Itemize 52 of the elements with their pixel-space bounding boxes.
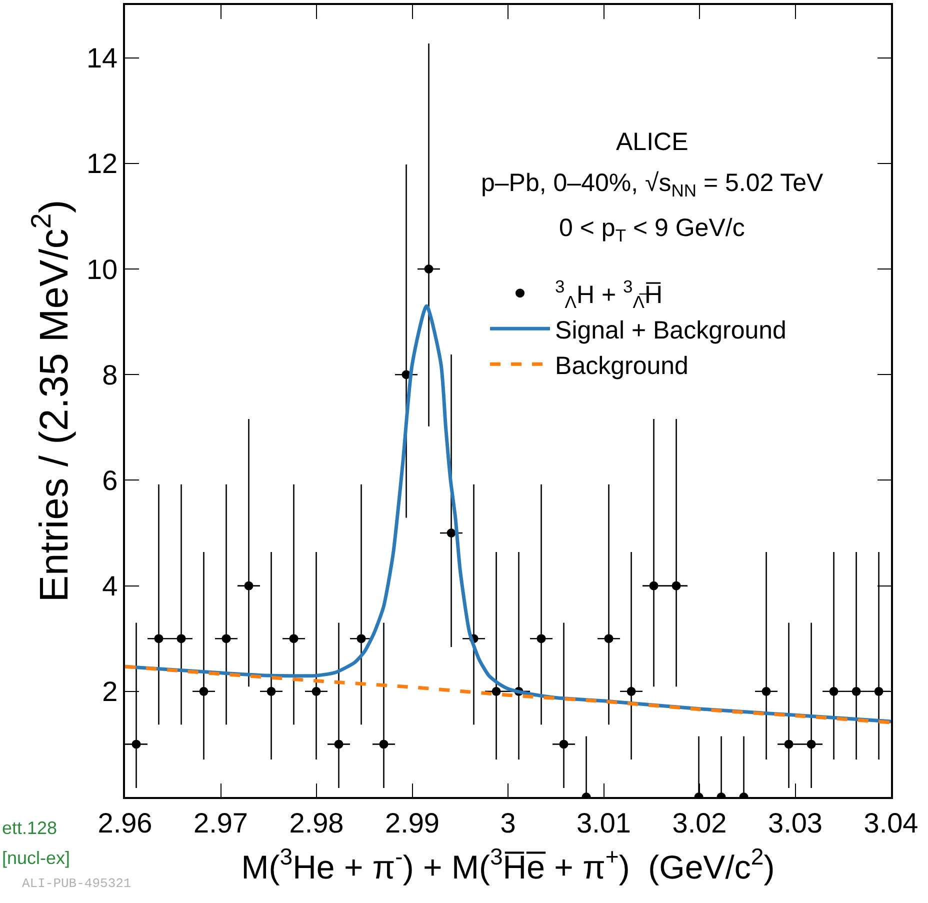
point xyxy=(492,686,501,696)
point xyxy=(649,581,658,590)
x-tick-label: 2.96 xyxy=(98,807,152,838)
x-tick-label: 3.03 xyxy=(768,807,822,838)
point xyxy=(424,264,434,274)
legend-label: Background xyxy=(555,352,688,380)
point xyxy=(132,740,141,749)
point xyxy=(176,634,186,644)
point xyxy=(852,686,861,696)
point xyxy=(784,740,794,749)
x-tick-label: 3 xyxy=(500,807,516,838)
text: M($^{3}$He + π$^{-}$) + M($^{3}$H̅e̅ + π$^{+}$) (GeV/c$^{2}$) xyxy=(241,844,775,886)
y-tick-label: 14 xyxy=(86,42,118,74)
point xyxy=(604,634,614,644)
point xyxy=(356,634,366,644)
point xyxy=(626,686,636,696)
x-tick-label: 2.99 xyxy=(385,807,440,838)
point xyxy=(312,686,321,696)
point xyxy=(199,686,208,696)
y-tick-label: 6 xyxy=(102,465,118,496)
annotation: ALICE xyxy=(616,128,688,156)
point xyxy=(762,686,771,696)
x-tick-label: 2.97 xyxy=(194,807,248,838)
point xyxy=(154,634,164,644)
annotation: 0 < p$_{T}$ < 9 GeV/c xyxy=(559,214,745,246)
text: [nucl-ex] xyxy=(2,848,70,868)
point xyxy=(289,634,298,644)
annotation: p–Pb, 0–40%, √s$_{NN}$ = 5.02 TeV xyxy=(481,169,824,200)
x-tick-label: 2.98 xyxy=(289,807,344,838)
point xyxy=(672,581,681,590)
point xyxy=(334,740,344,749)
point xyxy=(222,634,231,644)
line-series xyxy=(125,664,891,724)
point xyxy=(559,740,568,749)
y-tick-label: 8 xyxy=(102,359,118,390)
y-tick-label: 12 xyxy=(86,148,118,180)
point xyxy=(379,740,388,749)
y-tick-label: 2 xyxy=(102,676,118,708)
point xyxy=(829,686,838,696)
point xyxy=(266,686,276,696)
point xyxy=(806,740,816,749)
y-tick-label: 10 xyxy=(86,254,118,285)
text: ALI-PUB-495321 xyxy=(22,876,132,891)
point xyxy=(536,634,546,644)
y-tick-label: 4 xyxy=(102,570,118,602)
legend-label: Signal + Background xyxy=(555,316,786,344)
x-tick-label: 3.04 xyxy=(864,807,918,838)
x-tick-label: 3.01 xyxy=(576,807,631,838)
text: ett.128 xyxy=(2,818,58,838)
point xyxy=(244,581,254,590)
point xyxy=(446,528,456,538)
x-tick-label: 3.02 xyxy=(672,807,727,838)
